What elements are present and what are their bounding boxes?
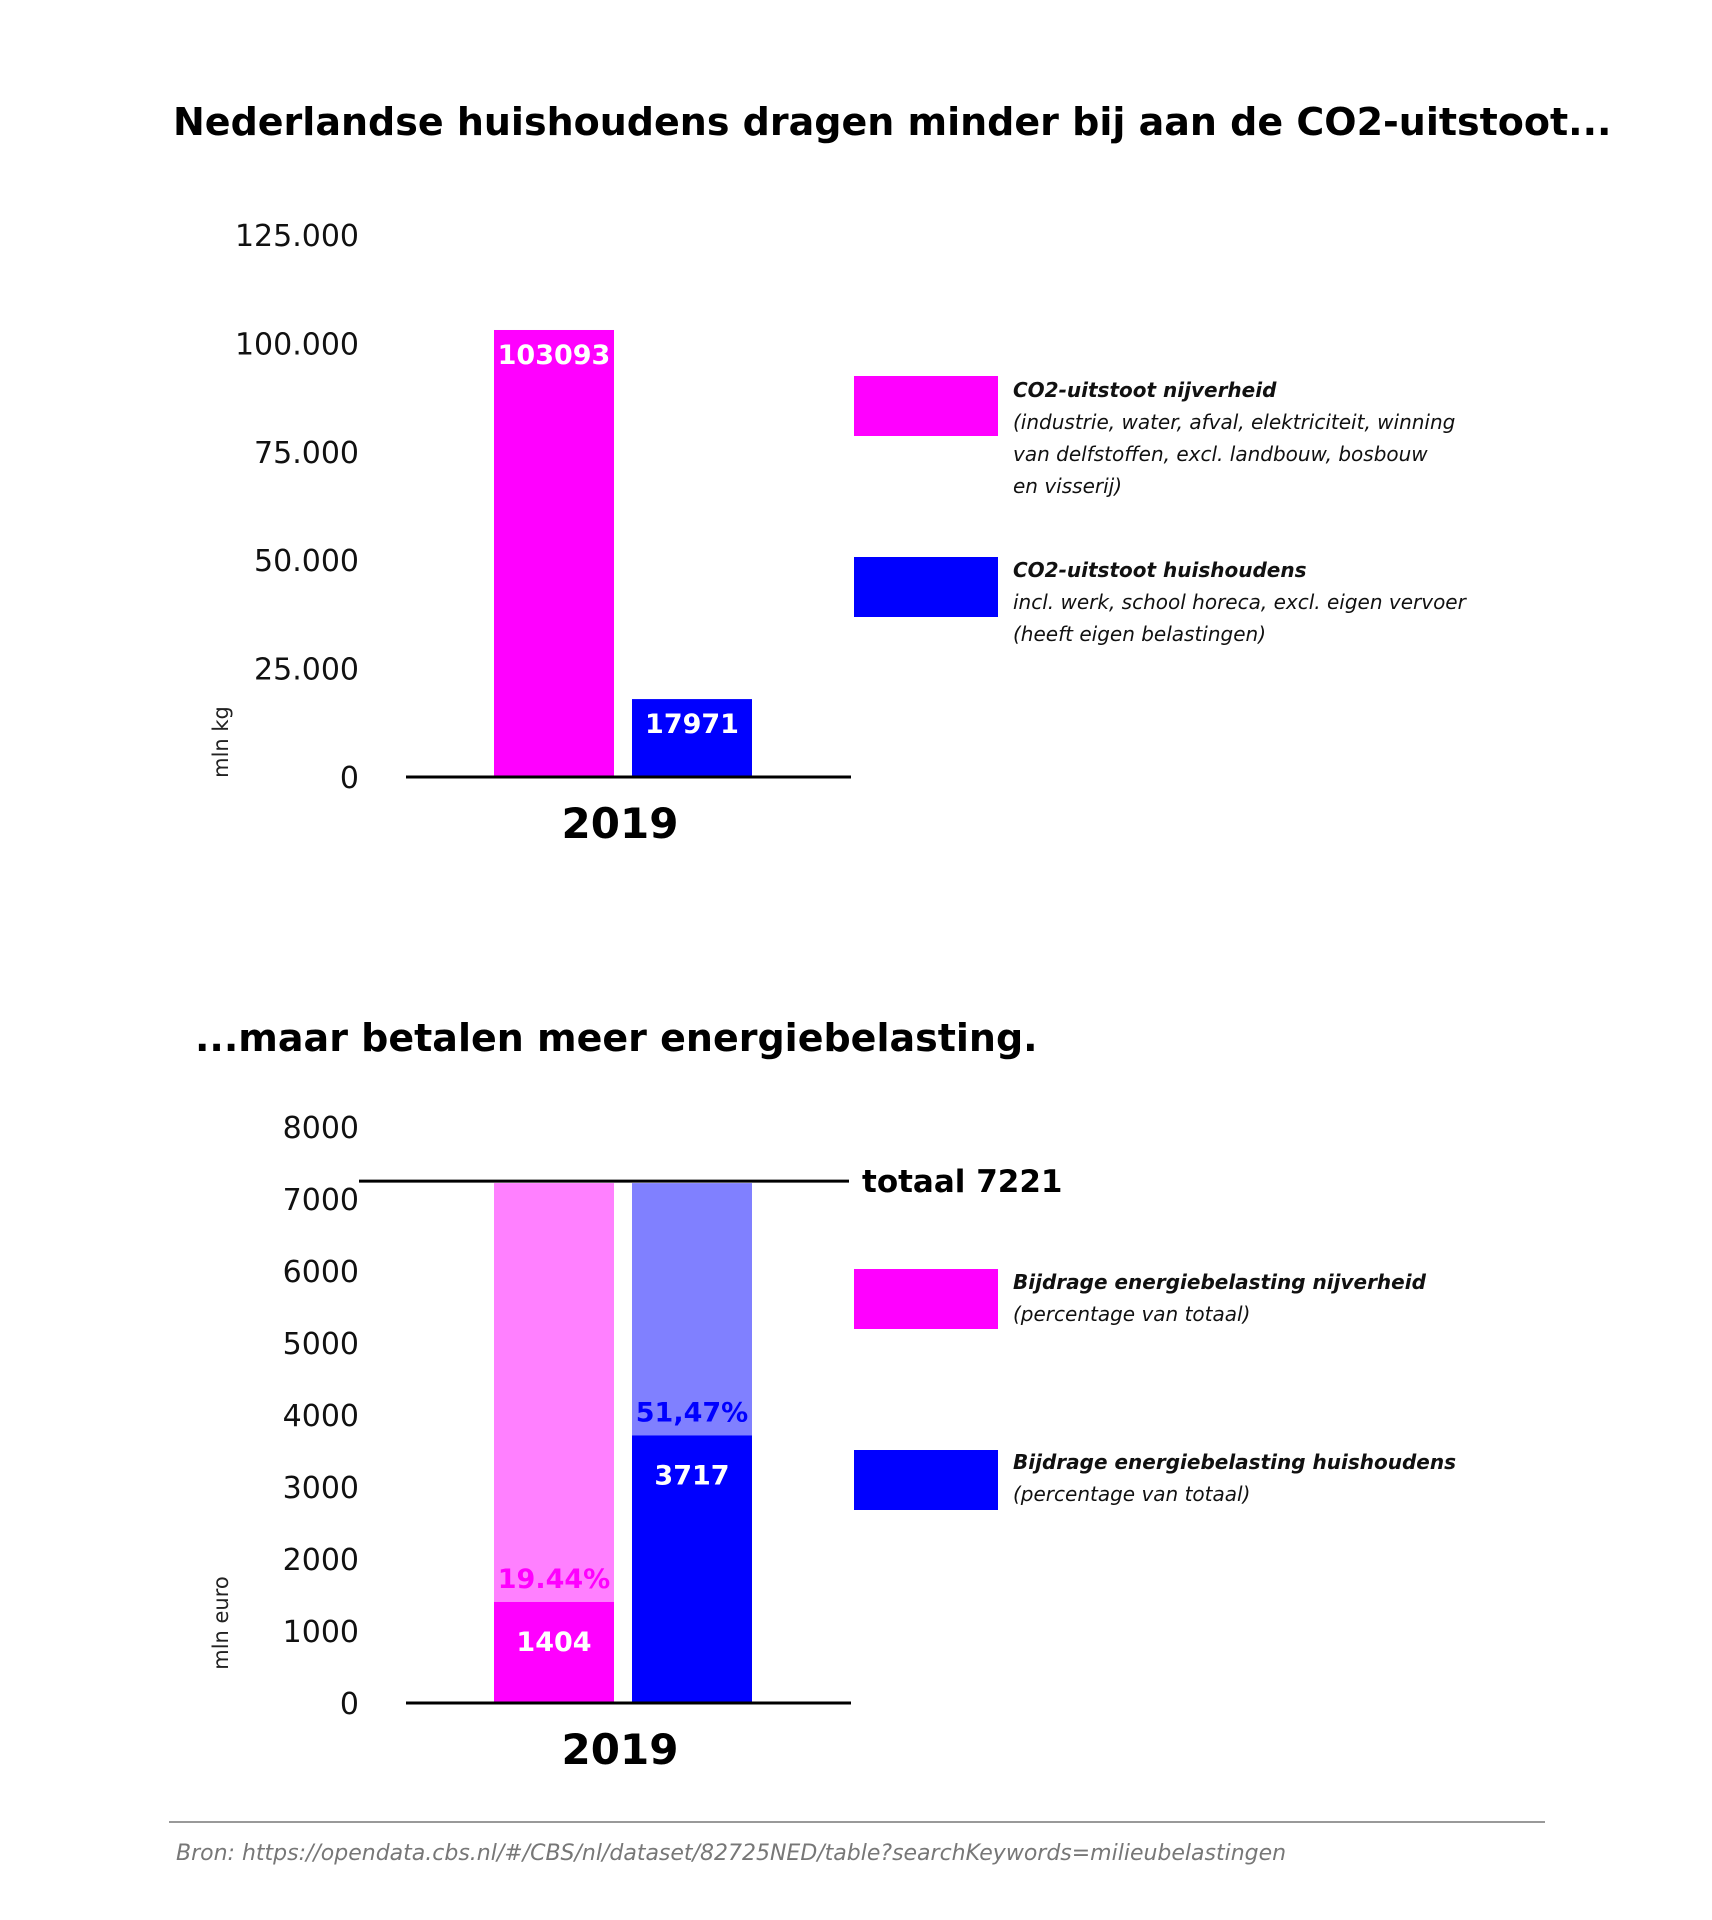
- legend-title: CO2-uitstoot nijverheid: [1013, 378, 1277, 402]
- chart2-y-axis-label: mln euro: [209, 1576, 233, 1670]
- bar-value-label: 17971: [645, 709, 739, 740]
- source-note: Bron: https://opendata.cbs.nl/#/CBS/nl/d…: [176, 1841, 1286, 1866]
- legend-title: CO2-uitstoot huishoudens: [1013, 558, 1307, 582]
- bar-total-background: [632, 1183, 752, 1436]
- legend-swatch: [854, 557, 998, 617]
- legend-description: (percentage van totaal): [1013, 1482, 1250, 1506]
- legend-swatch: [854, 1269, 998, 1329]
- bar-percentage-label: 19.44%: [498, 1564, 610, 1595]
- chart2-x-category: 2019: [562, 1725, 679, 1774]
- legend-description: incl. werk, school horeca, excl. eigen v…: [1013, 590, 1468, 614]
- y-tick-label: 100.000: [235, 327, 359, 362]
- total-label: totaal 7221: [862, 1164, 1062, 1200]
- bar-value-label: 1404: [516, 1627, 591, 1658]
- bar-percentage-label: 51,47%: [636, 1397, 748, 1428]
- bar-value-label: 103093: [498, 340, 611, 371]
- chart1-title: Nederlandse huishoudens dragen minder bi…: [173, 100, 1612, 144]
- y-tick-label: 6000: [283, 1255, 359, 1290]
- y-tick-label: 5000: [283, 1327, 359, 1362]
- legend-swatch: [854, 1450, 998, 1510]
- chart1-y-axis-label: mln kg: [209, 706, 233, 778]
- y-tick-label: 25.000: [254, 653, 359, 688]
- legend-description: (industrie, water, afval, elektriciteit,…: [1013, 410, 1455, 434]
- bar-total-background: [494, 1183, 614, 1602]
- y-tick-label: 75.000: [254, 436, 359, 471]
- bar-nijverheid: [494, 1601, 614, 1703]
- bar-nijverheid: [494, 329, 614, 777]
- legend-swatch: [854, 376, 998, 436]
- y-tick-label: 3000: [283, 1471, 359, 1506]
- legend-description: van delfstoffen, excl. landbouw, bosbouw: [1013, 442, 1428, 466]
- y-tick-label: 4000: [283, 1399, 359, 1434]
- y-tick-label: 7000: [283, 1183, 359, 1218]
- legend-description: en visserij): [1013, 474, 1122, 498]
- y-tick-label: 2000: [283, 1543, 359, 1578]
- y-tick-label: 8000: [283, 1111, 359, 1146]
- y-tick-label: 1000: [283, 1615, 359, 1650]
- legend-description: (heeft eigen belastingen): [1013, 622, 1266, 646]
- legend-title: Bijdrage energiebelasting nijverheid: [1013, 1270, 1427, 1294]
- chart1-x-category: 2019: [562, 799, 679, 848]
- y-tick-label: 50.000: [254, 544, 359, 579]
- bar-huishoudens: [632, 1435, 752, 1703]
- bar-value-label: 3717: [654, 1460, 729, 1491]
- y-tick-label: 0: [340, 761, 359, 796]
- y-tick-label: 0: [340, 1687, 359, 1722]
- y-tick-label: 125.000: [235, 219, 359, 254]
- bar-huishoudens: [632, 699, 752, 777]
- chart2-title: ...maar betalen meer energiebelasting.: [195, 1016, 1038, 1060]
- legend-title: Bijdrage energiebelasting huishoudens: [1013, 1450, 1456, 1474]
- legend-description: (percentage van totaal): [1013, 1302, 1250, 1326]
